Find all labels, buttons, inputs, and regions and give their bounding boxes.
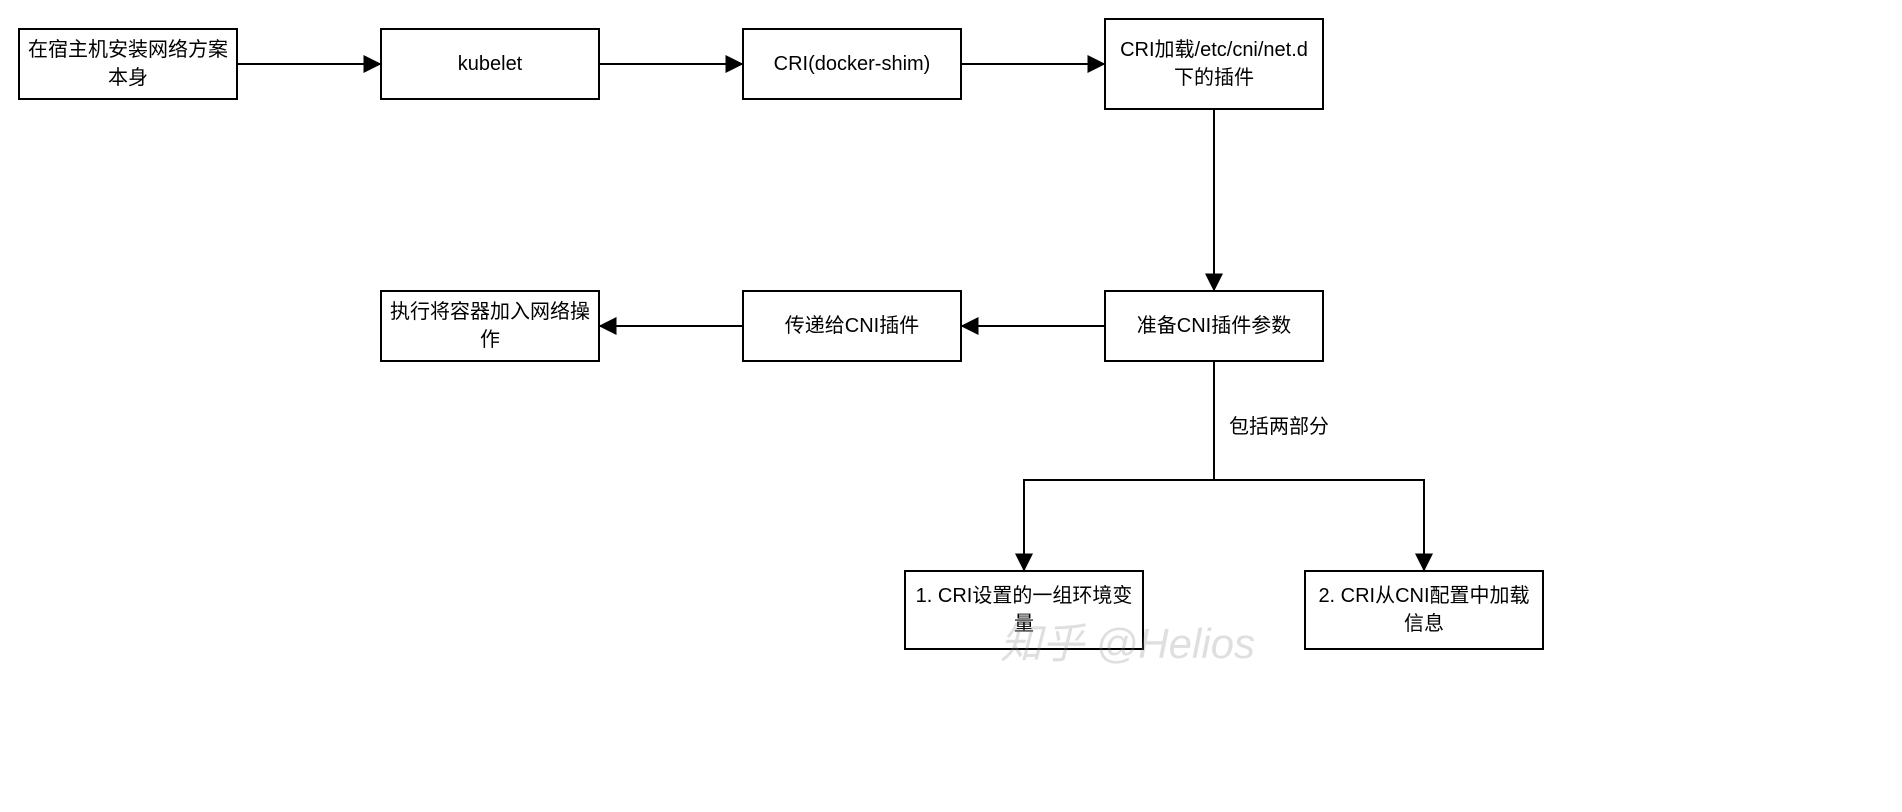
node-label: 1. CRI设置的一组环境变量 xyxy=(914,582,1134,638)
flowchart-node-n9: 2. CRI从CNI配置中加载信息 xyxy=(1304,570,1544,650)
edge-label-6: 包括两部分 xyxy=(1225,408,1333,441)
flowchart-node-n3: CRI(docker-shim) xyxy=(742,28,962,100)
flowchart-edges xyxy=(0,0,1902,812)
node-label: CRI(docker-shim) xyxy=(774,50,931,78)
flowchart-edge-7 xyxy=(1024,480,1214,570)
flowchart-edge-8 xyxy=(1214,480,1424,570)
flowchart-node-n2: kubelet xyxy=(380,28,600,100)
node-label: 在宿主机安装网络方案本身 xyxy=(28,36,228,92)
flowchart-node-n1: 在宿主机安装网络方案本身 xyxy=(18,28,238,100)
node-label: CRI加载/etc/cni/net.d下的插件 xyxy=(1114,36,1314,92)
flowchart-node-n6: 传递给CNI插件 xyxy=(742,290,962,362)
node-label: 准备CNI插件参数 xyxy=(1137,312,1291,340)
node-label: 传递给CNI插件 xyxy=(785,312,919,340)
node-label: 执行将容器加入网络操作 xyxy=(390,298,590,354)
flowchart-node-n8: 1. CRI设置的一组环境变量 xyxy=(904,570,1144,650)
flowchart-node-n5: 准备CNI插件参数 xyxy=(1104,290,1324,362)
node-label: 2. CRI从CNI配置中加载信息 xyxy=(1314,582,1534,638)
flowchart-node-n4: CRI加载/etc/cni/net.d下的插件 xyxy=(1104,18,1324,110)
flowchart-node-n7: 执行将容器加入网络操作 xyxy=(380,290,600,362)
node-label: kubelet xyxy=(458,50,523,78)
